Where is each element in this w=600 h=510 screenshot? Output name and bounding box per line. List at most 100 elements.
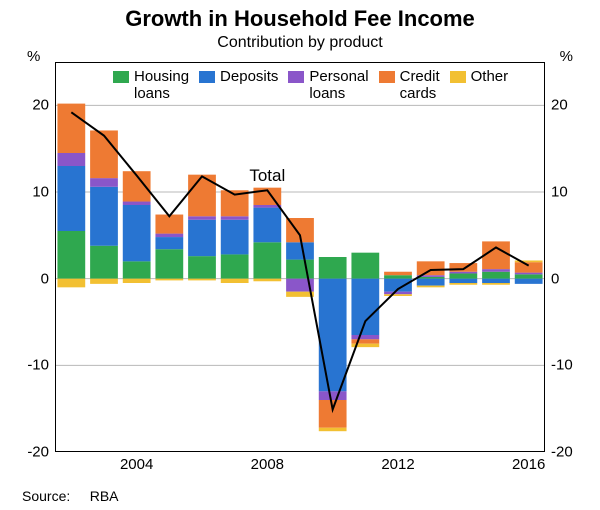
plot-svg bbox=[55, 62, 545, 452]
y-tick-left: 0 bbox=[41, 270, 55, 287]
bar-housing bbox=[482, 272, 510, 279]
legend-item-credit: Creditcards bbox=[379, 68, 440, 102]
bar-other bbox=[57, 279, 85, 288]
x-tick: 2008 bbox=[251, 452, 284, 473]
bar-personal bbox=[155, 234, 183, 237]
bar-housing bbox=[286, 260, 314, 279]
bar-personal bbox=[449, 272, 477, 274]
legend-label: Housing bbox=[134, 68, 189, 85]
bar-credit bbox=[351, 339, 379, 343]
legend-swatch bbox=[450, 71, 466, 83]
legend-item-deposits: Deposits bbox=[199, 68, 278, 102]
x-tick: 2016 bbox=[512, 452, 545, 473]
bar-housing bbox=[253, 242, 281, 278]
bar-housing bbox=[90, 246, 118, 279]
chart-subtitle: Contribution by product bbox=[0, 34, 600, 52]
bar-housing bbox=[221, 254, 249, 278]
y-tick-left: 10 bbox=[32, 184, 55, 201]
bar-personal bbox=[188, 216, 216, 219]
bar-deposits bbox=[449, 279, 477, 283]
y-tick-right: 10 bbox=[545, 184, 568, 201]
plot-area: % % HousingloansDepositsPersonalloansCre… bbox=[55, 62, 545, 452]
bar-other bbox=[384, 294, 412, 296]
bar-personal bbox=[482, 269, 510, 272]
x-tick: 2012 bbox=[381, 452, 414, 473]
bar-credit bbox=[515, 262, 543, 272]
source-label: Source: bbox=[22, 488, 70, 504]
bar-housing bbox=[351, 253, 379, 279]
bar-other bbox=[253, 279, 281, 282]
y-unit-left: % bbox=[27, 48, 40, 65]
bar-deposits bbox=[90, 187, 118, 246]
y-tick-right: 20 bbox=[545, 97, 568, 114]
bar-deposits bbox=[57, 166, 85, 231]
bar-deposits bbox=[417, 279, 445, 286]
source-line: Source: RBA bbox=[22, 488, 119, 504]
bar-other bbox=[417, 286, 445, 288]
bar-deposits bbox=[515, 279, 543, 284]
bar-deposits bbox=[286, 242, 314, 259]
legend-swatch bbox=[379, 71, 395, 83]
bar-deposits bbox=[482, 279, 510, 283]
bar-deposits bbox=[123, 205, 151, 261]
bar-personal bbox=[351, 335, 379, 339]
bar-housing bbox=[319, 257, 347, 279]
bar-deposits bbox=[188, 220, 216, 256]
bar-credit bbox=[384, 272, 412, 275]
bar-other bbox=[221, 279, 249, 283]
y-tick-left: -20 bbox=[27, 444, 55, 461]
bar-housing bbox=[188, 256, 216, 279]
legend-item-housing: Housingloans bbox=[113, 68, 189, 102]
legend-label-sub: loans bbox=[134, 85, 170, 102]
y-unit-right: % bbox=[560, 48, 573, 65]
bar-other bbox=[482, 283, 510, 285]
y-tick-left: 20 bbox=[32, 97, 55, 114]
bar-other bbox=[90, 279, 118, 284]
x-tick: 2004 bbox=[120, 452, 153, 473]
bar-credit bbox=[57, 104, 85, 153]
bar-housing bbox=[449, 273, 477, 278]
bar-deposits bbox=[253, 208, 281, 243]
bar-deposits bbox=[221, 220, 249, 255]
bar-housing bbox=[384, 275, 412, 278]
bar-housing bbox=[155, 249, 183, 278]
legend-label: Credit bbox=[400, 68, 440, 85]
chart-container: Growth in Household Fee Income Contribut… bbox=[0, 0, 600, 510]
bar-housing bbox=[417, 277, 445, 279]
bar-housing bbox=[57, 231, 85, 279]
bar-other bbox=[449, 283, 477, 285]
bar-other bbox=[319, 428, 347, 431]
bar-personal bbox=[90, 178, 118, 187]
legend: HousingloansDepositsPersonalloansCreditc… bbox=[113, 68, 508, 102]
bar-personal bbox=[384, 292, 412, 295]
bar-other bbox=[123, 279, 151, 283]
bar-housing bbox=[123, 261, 151, 278]
source-value: RBA bbox=[90, 488, 119, 504]
bar-deposits bbox=[155, 237, 183, 249]
bar-personal bbox=[319, 391, 347, 400]
bar-personal bbox=[221, 216, 249, 219]
bar-deposits bbox=[351, 279, 379, 335]
bar-deposits bbox=[319, 279, 347, 392]
total-line-label: Total bbox=[249, 166, 285, 186]
bar-other bbox=[188, 279, 216, 281]
legend-label-sub: cards bbox=[400, 85, 437, 102]
bar-credit bbox=[90, 130, 118, 178]
legend-item-other: Other bbox=[450, 68, 509, 102]
y-tick-left: -10 bbox=[27, 357, 55, 374]
legend-label: Other bbox=[471, 68, 509, 85]
bar-credit bbox=[417, 261, 445, 275]
bar-personal bbox=[123, 202, 151, 205]
y-tick-right: -10 bbox=[545, 357, 573, 374]
bar-other bbox=[155, 279, 183, 281]
bar-personal bbox=[57, 153, 85, 166]
legend-swatch bbox=[199, 71, 215, 83]
legend-swatch bbox=[113, 71, 129, 83]
legend-label: Deposits bbox=[220, 68, 278, 85]
legend-label: Personal bbox=[309, 68, 368, 85]
legend-item-personal: Personalloans bbox=[288, 68, 368, 102]
legend-label-sub: loans bbox=[309, 85, 345, 102]
bar-credit bbox=[449, 263, 477, 272]
bar-housing bbox=[515, 274, 543, 278]
y-tick-right: -20 bbox=[545, 444, 573, 461]
